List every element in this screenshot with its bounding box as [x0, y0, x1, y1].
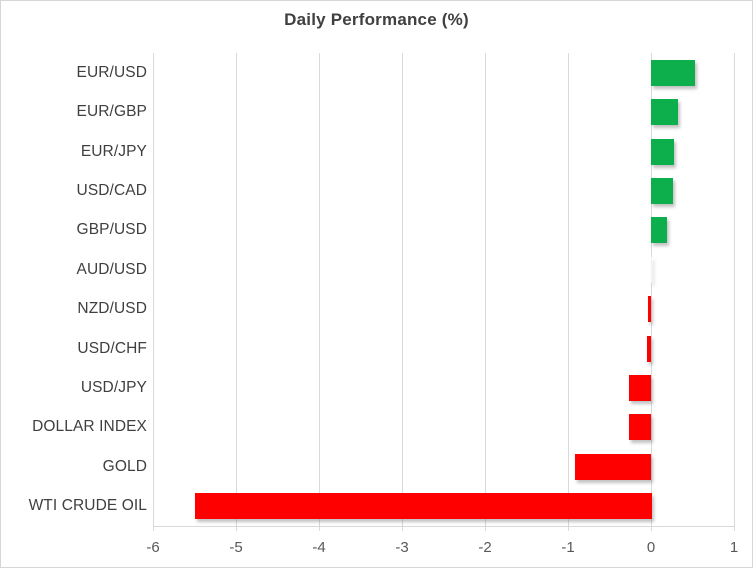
bar-eur-jpy [651, 139, 674, 165]
x-tick-label--1: -1 [561, 539, 575, 556]
bar-usd-chf [647, 336, 651, 362]
tick-mark-x-0 [651, 526, 652, 531]
bar-aud-usd [651, 257, 652, 283]
category-label-usd-cad: USD/CAD [76, 182, 147, 199]
x-tick-label--6: -6 [146, 539, 160, 556]
bar-eur-gbp [651, 99, 678, 125]
category-label-wti-crude-oil: WTI CRUDE OIL [28, 497, 147, 514]
plot-area [153, 53, 735, 526]
gridline-x--2 [485, 53, 486, 526]
tick-mark-x--3 [402, 526, 403, 531]
bar-dollar-index [629, 414, 651, 440]
chart-title: Daily Performance (%) [284, 10, 469, 29]
x-tick-label--3: -3 [395, 539, 409, 556]
x-tick-label--4: -4 [312, 539, 326, 556]
x-axis-line [153, 526, 735, 527]
bar-wti-crude-oil [195, 493, 652, 519]
category-label-gbp-usd: GBP/USD [76, 221, 147, 238]
x-tick-label--2: -2 [478, 539, 492, 556]
category-label-usd-chf: USD/CHF [77, 340, 147, 357]
category-label-eur-usd: EUR/USD [76, 64, 147, 81]
x-tick-label--5: -5 [229, 539, 243, 556]
tick-mark-x--1 [568, 526, 569, 531]
x-tick-label-0: 0 [646, 539, 656, 556]
tick-mark-x-1 [734, 526, 735, 531]
category-label-eur-jpy: EUR/JPY [80, 143, 147, 160]
category-label-usd-jpy: USD/JPY [80, 379, 147, 396]
bar-usd-jpy [629, 375, 651, 401]
category-label-gold: GOLD [102, 458, 147, 475]
bar-nzd-usd [648, 296, 651, 322]
gridline-x-1 [734, 53, 735, 526]
category-label-eur-gbp: EUR/GBP [76, 103, 147, 120]
gridline-x--5 [236, 53, 237, 526]
tick-mark-x--2 [485, 526, 486, 531]
bar-gold [575, 454, 651, 480]
tick-mark-x--4 [319, 526, 320, 531]
gridline-x--1 [568, 53, 569, 526]
bar-eur-usd [651, 60, 695, 86]
category-label-dollar-index: DOLLAR INDEX [32, 418, 147, 435]
gridline-x--6 [153, 53, 154, 526]
category-label-nzd-usd: NZD/USD [77, 300, 147, 317]
bar-usd-cad [651, 178, 673, 204]
tick-mark-x--6 [153, 526, 154, 531]
tick-mark-x--5 [236, 526, 237, 531]
category-label-aud-usd: AUD/USD [76, 261, 147, 278]
gridline-x--3 [402, 53, 403, 526]
gridline-x--4 [319, 53, 320, 526]
gridline-x-0 [651, 53, 652, 526]
bar-gbp-usd [651, 217, 667, 243]
x-tick-label-1: 1 [729, 539, 739, 556]
